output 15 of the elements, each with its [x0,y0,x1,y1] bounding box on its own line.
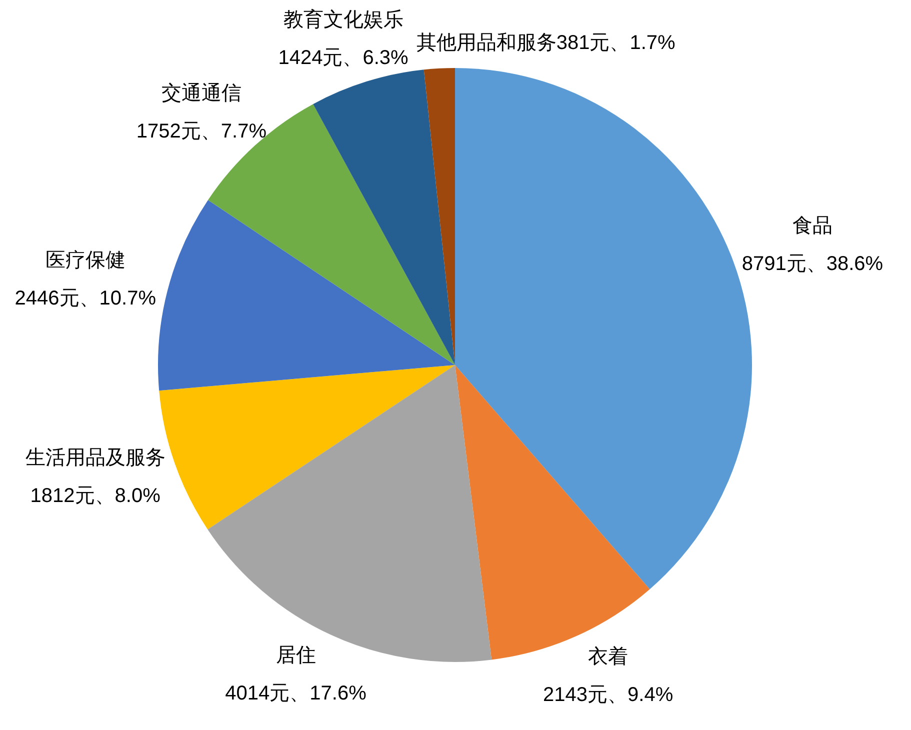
slice-label: 居住 [276,644,316,666]
data-label: 1812元、8.0% [30,485,161,508]
data-label: 4014元、17.6% [225,682,367,704]
slice-label: 生活用品及服务 [25,447,166,470]
slice-label: 其他用品和服务381元、1.7% [416,32,676,54]
data-label: 8791元、38.6% [742,253,884,276]
data-label: 2446元、10.7% [14,288,156,310]
slice-label: 衣着 [588,644,628,668]
slice-label: 医疗保健 [45,250,126,272]
data-label: 1424元、6.3% [278,46,409,69]
slice-label: 食品 [792,215,832,238]
data-label: 2143元、9.4% [543,684,674,706]
slice-label: 交通通信 [161,82,242,105]
slice-label: 教育文化娱乐 [283,8,404,31]
data-label: 1752元、7.7% [136,120,267,143]
